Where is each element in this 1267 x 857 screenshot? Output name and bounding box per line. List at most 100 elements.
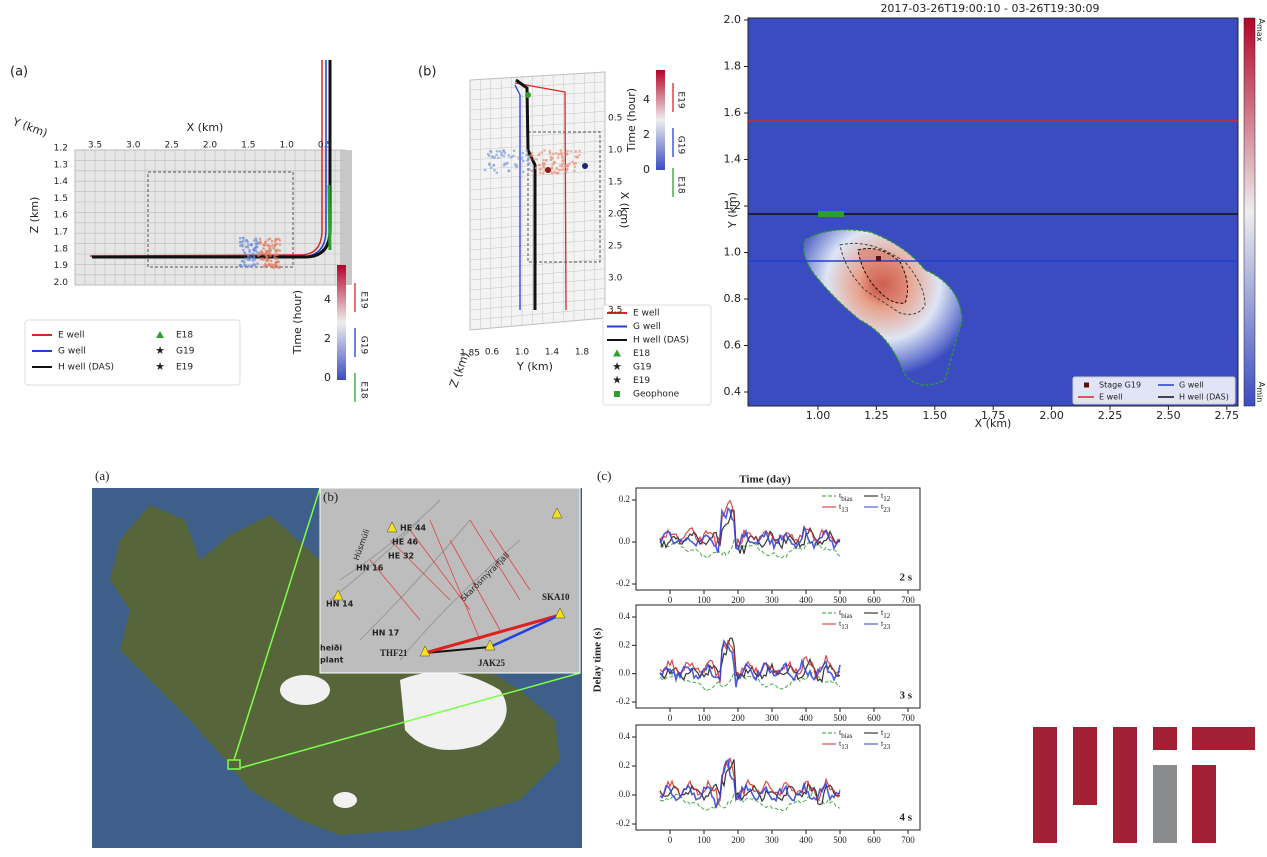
x-tick-label: 1.75 [981, 409, 1006, 422]
event [540, 151, 543, 154]
event [526, 159, 529, 162]
event [535, 158, 538, 161]
axis-label: Y (km) [516, 360, 553, 373]
event [259, 238, 262, 241]
event [529, 158, 532, 161]
z-tick-label: 1.5 [54, 194, 68, 204]
event [262, 247, 265, 250]
z-tick-label: 1.6 [54, 211, 69, 221]
event [493, 169, 496, 172]
y-tick-label: 1.6 [724, 106, 742, 119]
y-tick-label: 0.0 [619, 789, 631, 799]
y-tick-label: 1.2 [724, 199, 742, 212]
event [504, 152, 507, 155]
legend: E wellG wellH well (DAS)E18★G19★E19 [25, 320, 240, 385]
z-tick-label: 1.8 [54, 244, 69, 254]
event [266, 250, 269, 253]
event [244, 257, 247, 260]
legend-label: E well [1099, 393, 1123, 402]
station-label: SKA10 [542, 592, 570, 602]
event [243, 251, 246, 254]
event [241, 244, 244, 247]
plot-area [636, 605, 920, 708]
page: Figure collage body { margin: 0; backgro… [0, 0, 1267, 857]
event [565, 170, 568, 173]
x-tick-label: 2.50 [1156, 409, 1181, 422]
colorbar-label: Amin [1256, 382, 1267, 403]
label-sub: 23 [883, 623, 891, 631]
event [557, 153, 560, 156]
label-sub: 13 [841, 623, 849, 631]
y-tick-label: 1.0 [724, 246, 742, 259]
y-tick-label: 0.4 [619, 611, 631, 621]
event [246, 239, 249, 242]
event [498, 150, 501, 153]
event [522, 170, 525, 173]
event [490, 151, 493, 154]
event [255, 246, 258, 249]
label-sub: 23 [883, 743, 891, 751]
event [259, 240, 262, 243]
legend-label: E19 [176, 363, 193, 373]
panel-label: (b) [418, 65, 436, 80]
event [544, 162, 547, 165]
event [261, 258, 264, 261]
event [269, 248, 272, 251]
y-tick-label: -0.2 [616, 578, 630, 588]
event [539, 172, 542, 175]
y-tick-label: 2.0 [724, 13, 742, 26]
event [535, 167, 538, 170]
label-sub: bias [841, 612, 853, 620]
geophone-marker [525, 92, 531, 98]
colorbar-tick: 0 [643, 163, 650, 176]
event [264, 258, 267, 261]
event [275, 257, 278, 260]
event [528, 168, 531, 171]
y-tick-label: -0.2 [616, 696, 630, 706]
x-tick-label: 2.0 [608, 210, 623, 220]
event [271, 244, 274, 247]
event [561, 156, 564, 159]
event [543, 149, 546, 152]
x-tick-label: 100 [697, 595, 711, 605]
x-tick-label: 1.0 [280, 141, 295, 151]
event [245, 264, 248, 267]
axis-label: Z (km) [28, 197, 41, 234]
y-tick-label: 1.0 [515, 348, 530, 358]
z-tick-label: 1.2 [54, 144, 68, 154]
event [497, 156, 500, 159]
event [256, 251, 259, 254]
legend-label: G19 [633, 363, 652, 373]
logo-bar [1192, 727, 1255, 750]
legend-swatch [614, 391, 620, 397]
chart-title: 2017-03-26T19:00:10 - 03-26T19:30:09 [880, 2, 1099, 15]
stage-marker [582, 163, 588, 169]
stage-marker [876, 256, 881, 261]
y-tick-label: 1.8 [724, 60, 742, 73]
event [265, 241, 268, 244]
event [269, 255, 272, 258]
event [503, 162, 506, 165]
event [264, 263, 267, 266]
chart-title: Time (day) [739, 474, 791, 486]
y-tick-label: 0.0 [619, 536, 631, 546]
legend-label: E well [58, 331, 84, 341]
event [484, 169, 487, 172]
grid-pane [470, 72, 605, 330]
event [560, 153, 563, 156]
x-tick-label: 100 [697, 835, 711, 845]
panel-label: (a) [95, 468, 109, 483]
logo-bar [1192, 765, 1216, 843]
x-tick-label: 0.5 [608, 114, 622, 124]
stage-label: E18 [359, 381, 369, 398]
well-label: HE 44 [400, 524, 427, 533]
event [502, 149, 505, 152]
event [495, 154, 498, 157]
legend-label: E18 [633, 349, 650, 359]
y-tick-label: 0.2 [619, 639, 630, 649]
geophones [329, 185, 330, 250]
event [265, 256, 268, 259]
y-tick-label: 0.2 [619, 494, 630, 504]
event [250, 244, 253, 247]
event [578, 150, 581, 153]
